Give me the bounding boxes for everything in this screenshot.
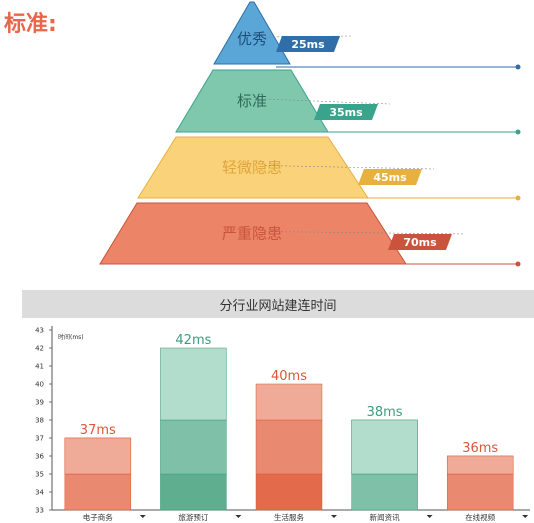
y-tick-label: 33 [35,507,44,515]
x-tick-label: 生活服务 [274,512,304,522]
y-tick-label: 37 [35,435,44,443]
bar-top-segment [351,419,418,475]
bar-mid-segment [160,419,227,475]
bar-group: 38ms 新闻资讯 [351,405,433,522]
y-tick-label: 35 [35,471,44,479]
x-tick-label: 在线视频 [465,512,495,522]
y-tick-label: 39 [35,399,44,407]
bar-top-segment [160,347,227,421]
pyramid-leader [264,98,391,105]
pyramid-tier-4: 严重隐患 70ms [99,202,521,267]
category-marker-icon [426,515,433,518]
pyramid-tier-1: 优秀 25ms [213,1,521,70]
chart-title: 分行业网站建连时间 [219,298,337,314]
x-tick-label: 电子商务 [83,512,113,522]
pyramid-value-label: 45ms [373,171,407,184]
pyramid-tier-shape [213,1,291,65]
pyramid-value-tag [388,234,452,250]
pyramid-tier-label: 标准 [237,92,267,110]
bar-group: 42ms 旅游预订 [160,333,242,522]
data-label: 37ms [80,423,116,438]
x-tick-label: 旅游预订 [178,512,208,522]
x-tick-label: 新闻资讯 [370,512,400,522]
pyramid-value-label: 35ms [329,106,363,119]
bar [160,473,227,511]
y-axis-title: 时间(ms) [58,333,84,341]
data-label: 36ms [462,441,498,456]
y-tick-label: 43 [35,327,44,335]
y-tick-label: 36 [35,453,44,461]
bar-mid-segment [255,419,323,475]
pyramid-leader [264,165,435,170]
data-label: 38ms [367,405,403,420]
bar [255,473,323,511]
pyramid-tier-2: 标准 35ms [175,69,521,135]
y-tick-label: 38 [35,417,44,425]
category-marker-icon [235,515,242,518]
bar-group: 36ms 在线视频 [446,441,529,522]
y-tick-label: 34 [35,489,44,497]
pyramid-value-tag [276,36,340,52]
pyramid-baseline-dot [515,195,521,201]
pyramid-tier-label: 严重隐患 [222,225,282,243]
data-label: 42ms [175,333,211,348]
bar [351,473,418,511]
bar [64,473,132,511]
pyramid-baseline-dot [515,129,521,135]
bar-group: 40ms 生活服务 [255,369,337,522]
bar-top-segment [255,383,323,421]
pyramid-baseline-dot [515,261,521,267]
pyramid-value-tag [314,104,378,120]
bar-chart: 时间(ms) 33 34 35 36 37 38 39 40 41 42 43 37ms 电子商务 42ms… [35,326,530,522]
pyramid-leader [264,231,465,235]
category-marker-icon [330,515,337,518]
category-marker-icon [139,515,146,518]
page-heading: 标准: [4,12,57,37]
pyramid-tier-label: 优秀 [237,30,267,48]
pyramid-diagram: 优秀 25ms 标准 35ms 轻微隐患 45ms 严重隐患 70ms [99,1,521,267]
bar [446,473,514,511]
pyramid-tier-3: 轻微隐患 45ms [137,136,521,201]
pyramid-baseline-dot [515,64,521,70]
pyramid-value-tag [358,169,422,185]
y-tick-label: 42 [35,345,44,353]
y-tick-label: 40 [35,381,44,389]
y-tick-label: 41 [35,363,44,371]
chart-title-banner: 分行业网站建连时间 [22,290,534,318]
bar-top-segment [446,455,514,475]
pyramid-value-label: 25ms [291,38,325,51]
data-label: 40ms [271,369,307,384]
pyramid-tier-label: 轻微隐患 [222,159,282,177]
bar-top-segment [64,437,132,475]
bar-group: 37ms 电子商务 [64,423,146,522]
category-marker-icon [522,515,529,518]
pyramid-value-label: 70ms [403,236,437,249]
